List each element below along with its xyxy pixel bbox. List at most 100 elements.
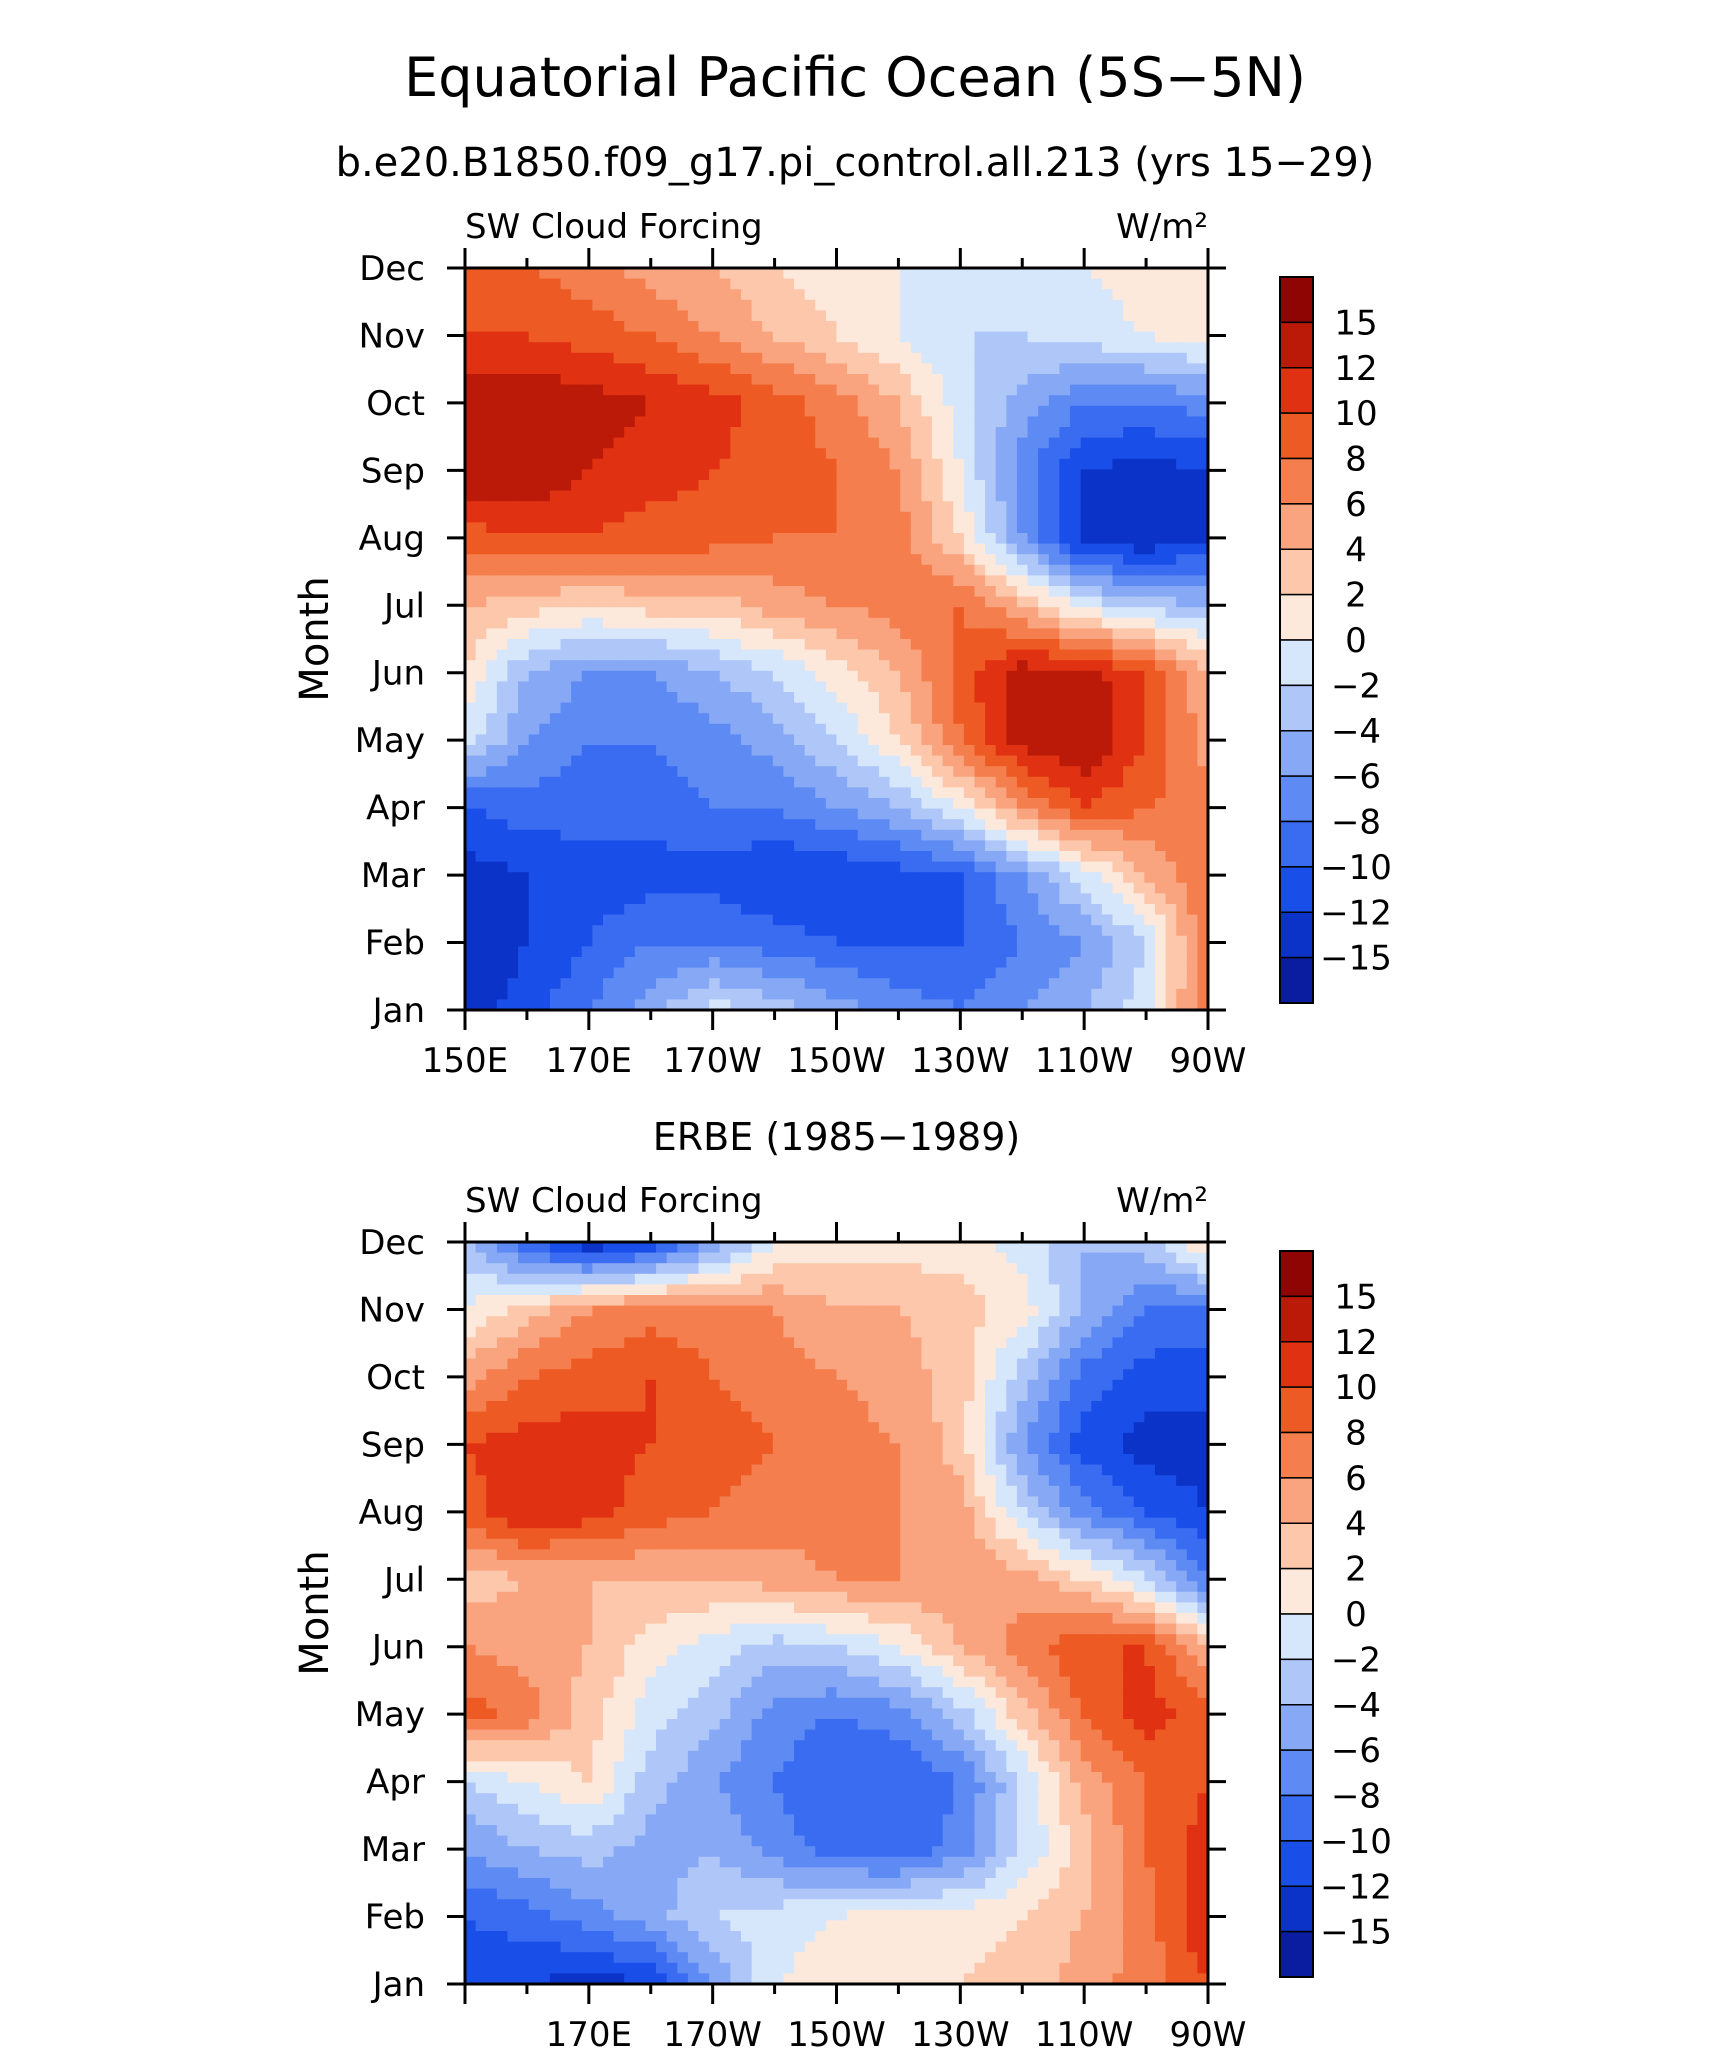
heatmap-cell [772,766,785,778]
heatmap-cell [1048,988,1061,1001]
heatmap-cell [953,501,965,513]
heatmap-cell [496,427,509,439]
heatmap-cell [794,872,806,884]
heatmap-cell [1144,967,1156,979]
heatmap-cell [878,363,891,375]
heatmap-cell [1006,734,1018,746]
heatmap-cell [518,416,530,428]
heatmap-cell [1070,766,1082,778]
heatmap-cell [921,342,933,354]
heatmap-cell [1038,607,1050,619]
heatmap-cell [1186,819,1199,831]
heatmap-cell [571,808,583,820]
heatmap-cell [804,448,816,460]
heatmap-cell [571,745,583,757]
heatmap-cell [549,872,562,884]
heatmap-cell [1133,575,1146,587]
heatmap-cell [1186,829,1199,842]
heatmap-cell [634,480,647,492]
heatmap-cell [1070,861,1082,873]
heatmap-cell [1070,872,1082,884]
heatmap-cell [857,946,870,958]
heatmap-cell [857,925,870,937]
heatmap-cell [836,766,848,778]
heatmap-cell [1101,575,1114,587]
heatmap-cell [868,395,880,407]
heatmap-cell [507,395,519,407]
heatmap-cell [645,681,657,693]
heatmap-cell [528,278,540,290]
heatmap-cell [1101,278,1114,290]
heatmap-cell [1133,490,1146,502]
heatmap-cell [1070,978,1082,990]
heatmap-cell [1038,787,1050,799]
heatmap-cell [1038,342,1050,354]
heatmap-cell [825,501,838,513]
heatmap-cell [942,607,954,619]
heatmap-cell [868,437,880,449]
heatmap-cell [592,713,604,725]
heatmap-cell [709,321,721,333]
heatmap-cell [1154,766,1167,778]
heatmap-cell [709,352,721,365]
heatmap-cell [507,776,519,789]
heatmap-cell [571,840,583,852]
heatmap-cell [963,829,976,842]
heatmap-cell [910,808,923,820]
heatmap-cell [1016,745,1029,757]
heatmap-cell [709,988,721,1001]
heatmap-cell [1080,914,1092,926]
heatmap-cell [645,299,657,312]
heatmap-cell [666,458,678,471]
heatmap-cell [836,543,848,555]
heatmap-cell [518,607,530,619]
heatmap-cell [1101,448,1114,460]
heatmap-cell [1112,713,1124,725]
heatmap-cell [549,405,562,418]
y-tick-label: Aug [359,519,425,559]
heatmap-cell [878,808,891,820]
heatmap-cell [1016,882,1029,895]
heatmap-cell [624,310,636,322]
heatmap-cell [465,829,477,842]
heatmap-cell [783,755,795,767]
heatmap-cell [730,798,742,810]
heatmap-cell [560,639,572,651]
heatmap-cell [1176,904,1188,916]
heatmap-cell [698,554,710,566]
heatmap-cell [847,395,859,407]
heatmap-cell [1165,321,1177,333]
heatmap-cell [1133,501,1146,513]
heatmap-cell [1154,872,1167,884]
heatmap-cell [921,681,933,693]
heatmap-cell [571,702,583,714]
heatmap-cell [518,448,530,460]
heatmap-cell [1091,522,1103,534]
heatmap-cell [794,649,806,661]
heatmap-cell [942,861,954,873]
heatmap-cell [624,904,636,916]
heatmap-cell [645,957,657,969]
heatmap-cell [932,490,944,502]
heatmap-cell [900,639,912,651]
heatmap-cell [1091,363,1103,375]
heatmap-cell [953,374,965,386]
heatmap-cell [1123,342,1135,354]
heatmap-cell [602,575,615,587]
heatmap-cell [985,310,997,322]
heatmap-cell [549,395,562,407]
heatmap-cell [1048,617,1061,630]
heatmap-cell [794,331,806,343]
heatmap-cell [794,299,806,312]
heatmap-cell [656,819,668,831]
heatmap-cell [507,384,519,396]
heatmap-cell [815,957,827,969]
heatmap-cell [656,395,668,407]
heatmap-cell [921,978,933,990]
heatmap-cell [1006,988,1018,1001]
heatmap-cell [1038,681,1050,693]
heatmap-cell [889,352,901,365]
heatmap-cell [1027,299,1039,312]
heatmap-cell [1133,776,1146,789]
heatmap-cell [751,935,763,948]
